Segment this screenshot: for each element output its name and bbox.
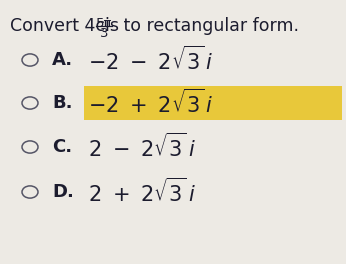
Text: to rectangular form.: to rectangular form. — [118, 17, 299, 35]
Text: C.: C. — [52, 138, 72, 156]
Text: $2\ -\ 2\sqrt{3}\,i$: $2\ -\ 2\sqrt{3}\,i$ — [88, 133, 196, 161]
Text: $-2\ -\ 2\sqrt{3}\,i$: $-2\ -\ 2\sqrt{3}\,i$ — [88, 46, 213, 74]
FancyBboxPatch shape — [84, 86, 342, 120]
Text: 5π: 5π — [96, 17, 112, 30]
Text: $2\ +\ 2\sqrt{3}\,i$: $2\ +\ 2\sqrt{3}\,i$ — [88, 178, 196, 206]
Text: D.: D. — [52, 183, 74, 201]
Text: $-2\ +\ 2\sqrt{3}\,i$: $-2\ +\ 2\sqrt{3}\,i$ — [88, 89, 213, 117]
Text: Convert 4cis: Convert 4cis — [10, 17, 125, 35]
Text: 3: 3 — [100, 27, 108, 40]
Text: A.: A. — [52, 51, 73, 69]
Text: B.: B. — [52, 94, 73, 112]
